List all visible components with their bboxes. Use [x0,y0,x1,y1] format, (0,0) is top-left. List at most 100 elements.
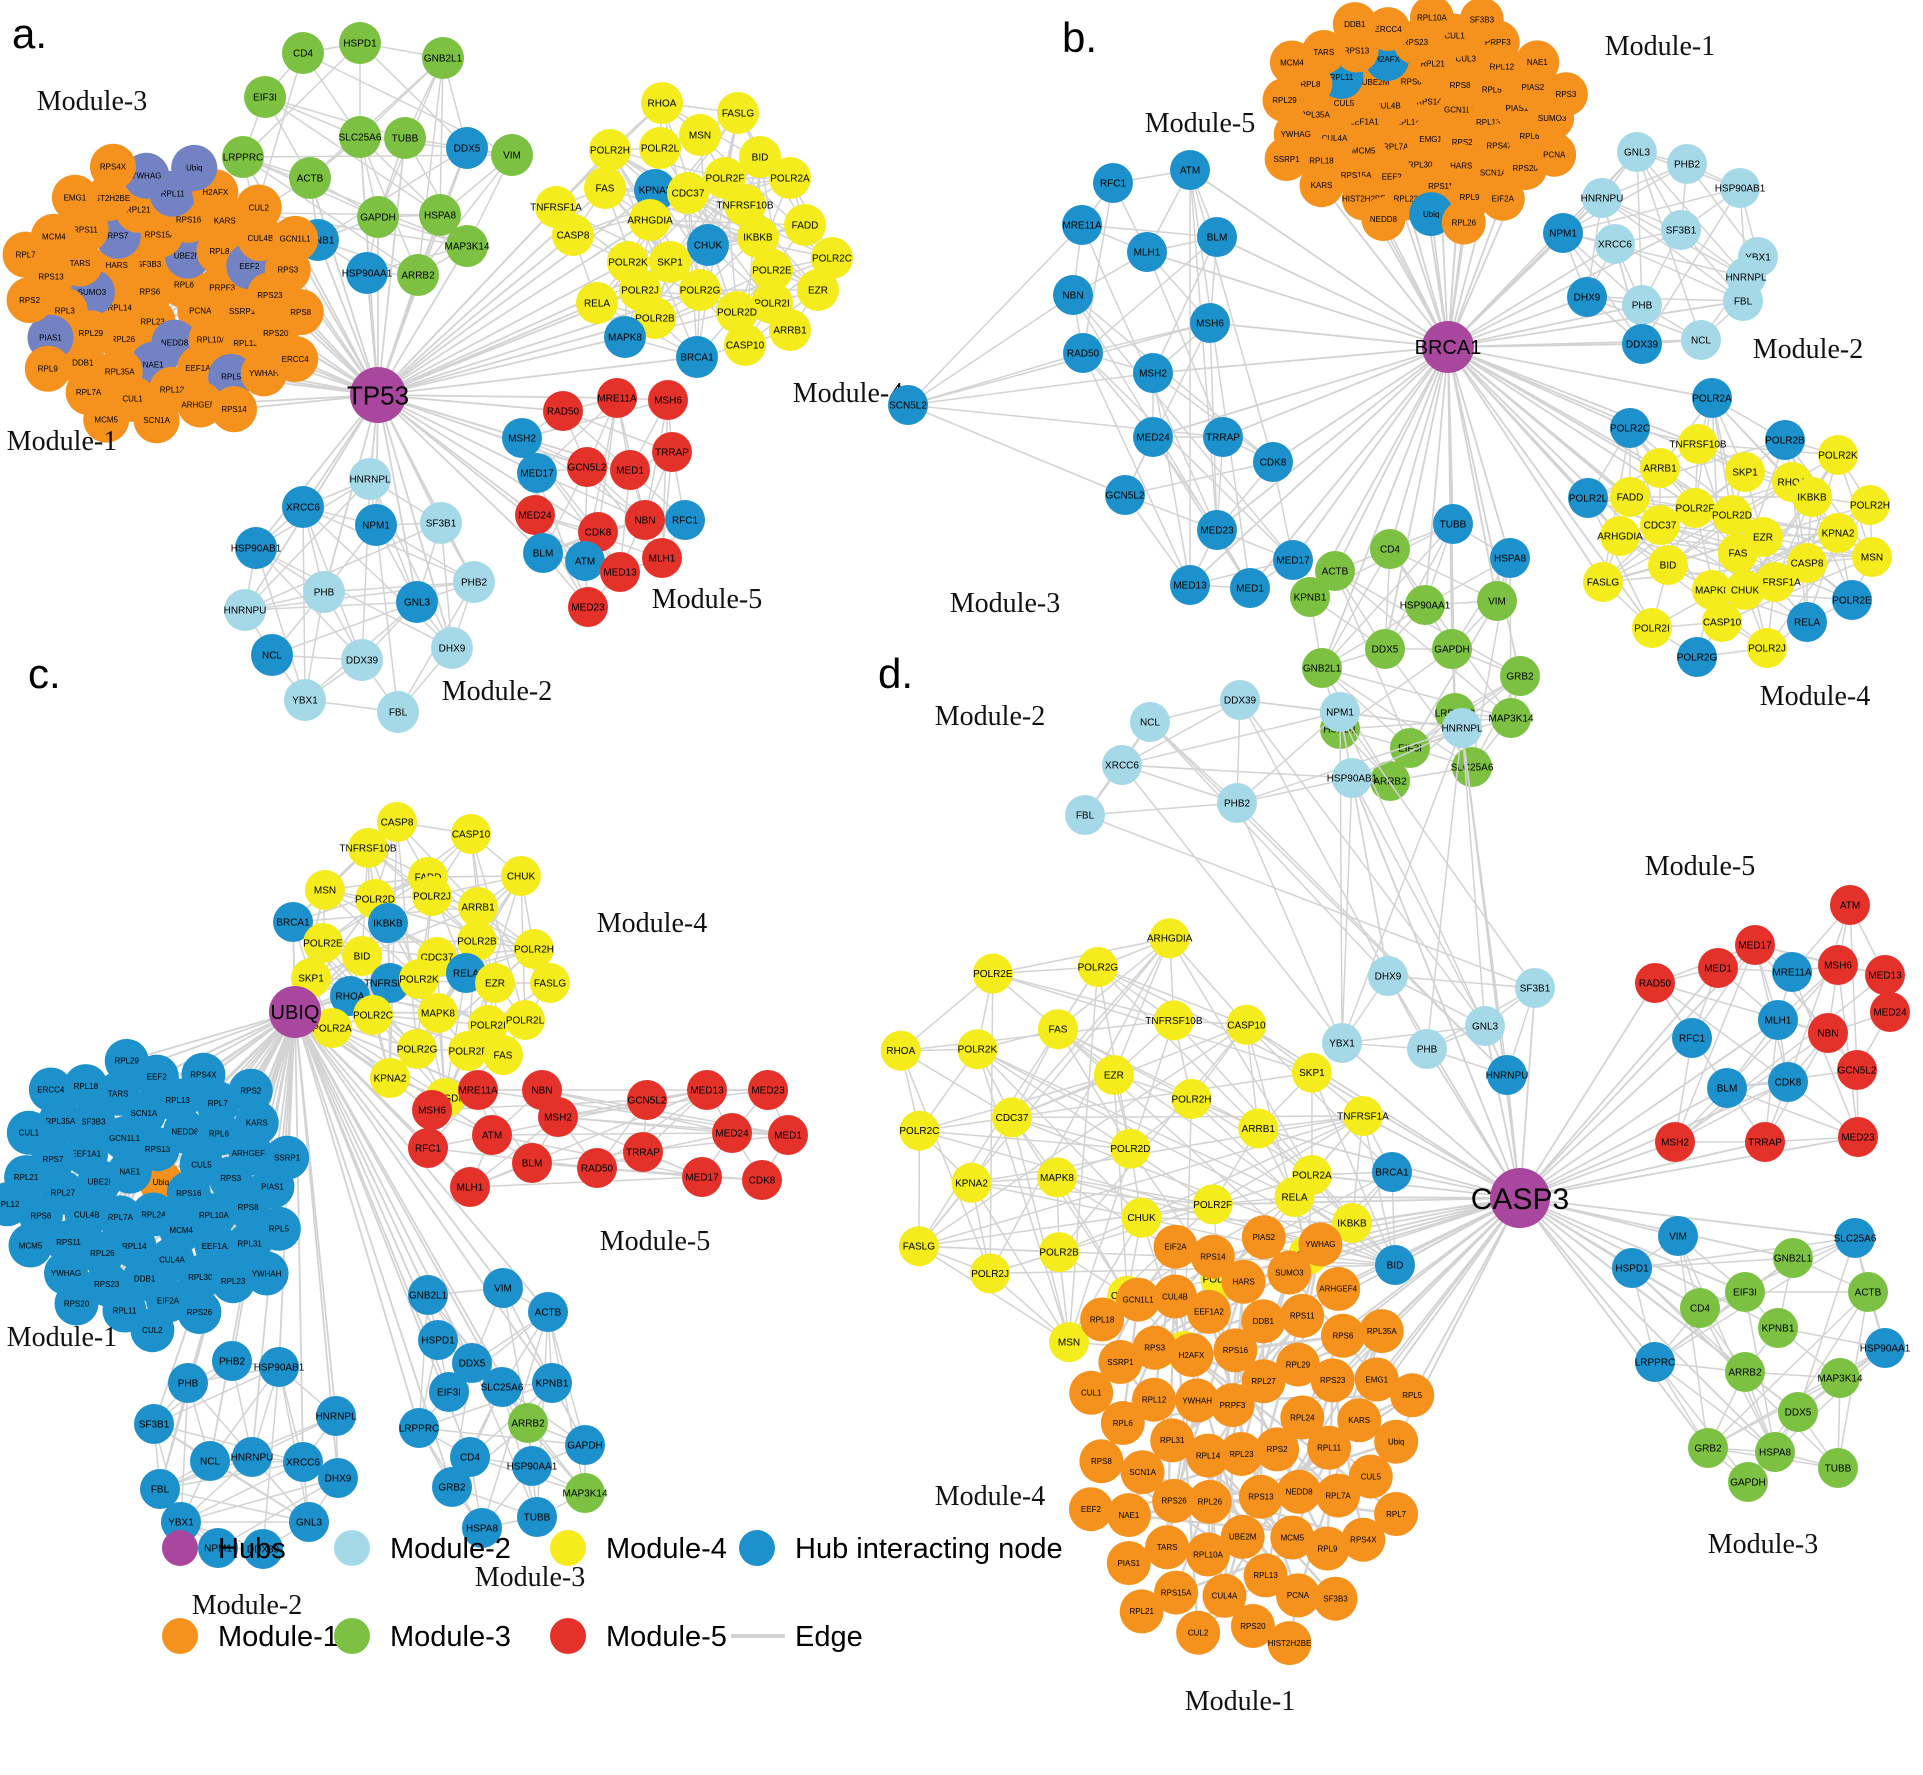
node-label: PHB2 [1674,160,1701,171]
node-label: RPS2 [1452,138,1473,147]
hub-spoke [1424,346,1449,606]
node-label: RPL26 [1452,218,1477,227]
node-label: MLH1 [457,1183,484,1194]
edge [1849,904,1858,1071]
hub-spoke [1447,304,1643,348]
node-label: ARHGEF4 [181,400,219,409]
node-label: HNRNPL [315,1412,357,1423]
node [1302,648,1342,688]
node [419,194,461,236]
node [452,1343,492,1383]
node-label: GCN1L1 [109,1134,141,1143]
node-label: HSP90AB1 [1327,774,1378,785]
node-label: FBL [1734,297,1753,308]
node-label: NEDD8 [1370,215,1398,224]
node [1612,1248,1652,1288]
node-label: EZR [1753,533,1773,544]
node-label: MED24 [1873,1008,1907,1019]
node-label: RPS11 [73,225,98,234]
node-label: NEDD8 [1285,1488,1313,1497]
node [1315,551,1355,591]
node-label: PHB [1417,1045,1438,1056]
hub-label: CASP3 [1471,1183,1569,1216]
node [265,1135,310,1180]
node [1835,1218,1875,1258]
node [63,1064,108,1109]
node [1132,1325,1177,1370]
node-label: RPL11 [161,190,185,199]
node-label: RPL30 [1408,161,1433,170]
node [1543,213,1583,253]
node-label: TNFRSF1A [1749,578,1801,589]
edge [1654,982,1829,1034]
node [1702,602,1742,642]
hub-spoke [1189,346,1449,586]
hub-spoke [377,261,629,396]
node [1622,285,1662,325]
hub-spoke [377,394,475,583]
node-label: RPL11 [1329,73,1353,82]
node [1277,1469,1321,1514]
node-label: MED1 [1704,964,1732,975]
node-label: EMG1 [1419,135,1442,144]
node-label: POLR2A [770,174,810,185]
node [1610,408,1650,448]
hub-spoke [294,1011,453,1488]
hub-spoke [1189,169,1449,348]
node-label: UBE2I [88,1177,111,1186]
cluster-label: Module-3 [1708,1529,1818,1560]
node-label: POLR2A [1292,1171,1332,1182]
node [273,902,313,942]
node [482,1367,522,1407]
edge [1351,727,1463,779]
node-label: PCNA [189,307,212,316]
node [312,1008,352,1048]
node [1133,353,1173,393]
node [634,297,676,339]
node [1818,945,1858,985]
node [305,870,345,910]
node-label: KPNB1 [302,236,335,247]
node-label: MAP3K14 [444,242,489,253]
hub-spoke [1387,975,1521,1199]
edge [418,1294,429,1429]
node [1316,1266,1361,1311]
node-label: RPS23 [94,1280,120,1289]
node [1772,952,1812,992]
node [1230,1604,1275,1648]
node-label: PIAS1 [1117,1559,1140,1568]
node-label: POLR2D [1712,511,1752,522]
node [6,1110,51,1155]
node [1728,1462,1768,1502]
node-label: RPL13 [1476,118,1501,127]
node-label: DDX39 [247,1545,280,1556]
node-label: NPM1 [1549,229,1577,240]
node-label: RPL21 [14,1173,39,1182]
node-label: EEF2 [1081,1505,1102,1514]
node [1226,1004,1267,1045]
edge [1113,937,1171,1076]
node-label: GCN5L2 [1838,1066,1877,1077]
node-label: POLR2K [399,975,439,986]
hub-spoke [377,234,574,396]
node [1640,448,1680,488]
node [1243,1553,1288,1598]
node-label: RPL18 [1309,156,1334,165]
node-label: RPS20 [1513,164,1539,173]
node [1465,1006,1505,1046]
edge [1707,1377,1841,1449]
hub-spoke [1321,346,1449,669]
node [1192,1184,1233,1225]
node [370,1058,410,1098]
node [177,381,224,428]
edge [1586,296,1744,302]
node-label: PHB2 [461,578,488,589]
node-label: PHB [178,1379,199,1390]
node-label: RELA [453,969,479,980]
edge [1659,524,1808,623]
node-label: MRE11A [458,1086,498,1097]
node [232,1437,272,1477]
node-label: KARS [214,217,236,226]
node-label: TNFRSF10B [1669,440,1727,451]
cluster-label: Module-3 [475,1562,585,1593]
